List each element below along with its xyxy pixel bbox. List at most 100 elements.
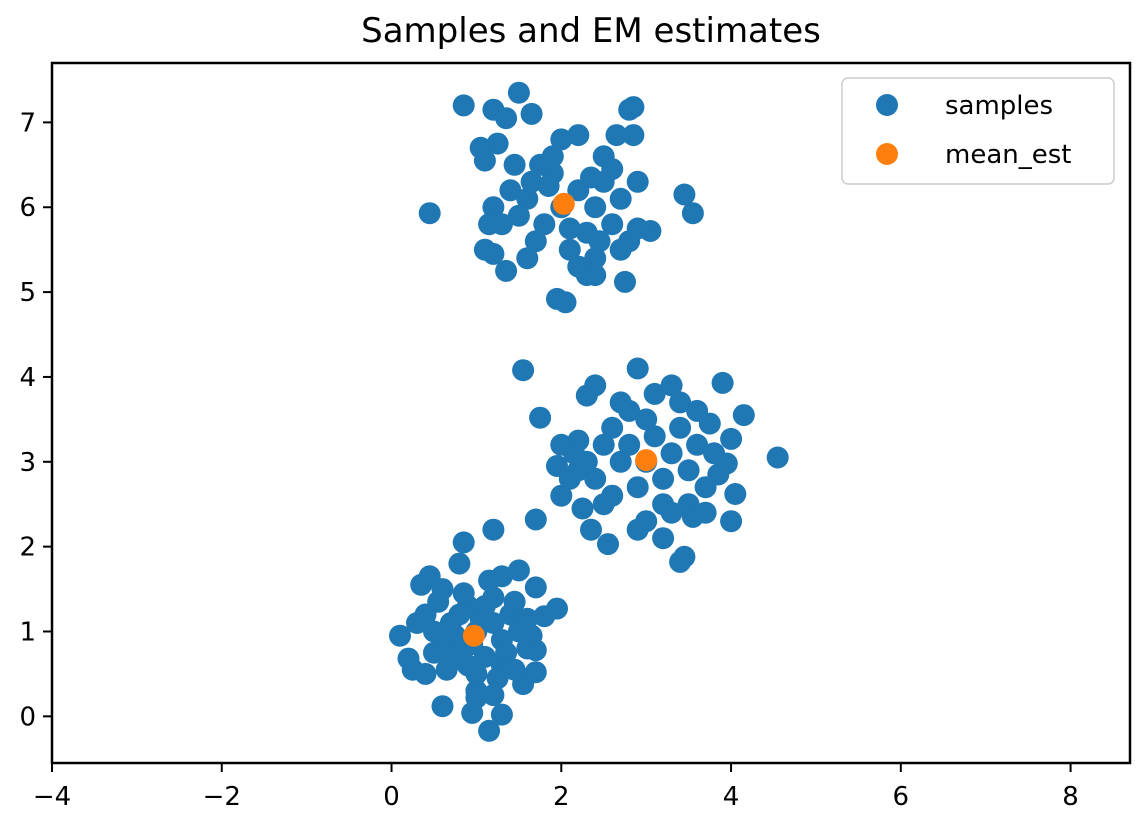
point-samples — [609, 187, 632, 210]
point-samples — [584, 196, 607, 219]
point-samples — [554, 291, 577, 314]
point-samples — [558, 238, 581, 261]
point-samples — [558, 467, 581, 490]
point-samples — [478, 213, 501, 236]
point-samples — [626, 217, 649, 240]
point-samples — [456, 654, 479, 677]
point-samples — [601, 158, 624, 181]
point-samples — [592, 493, 615, 516]
legend-marker-samples — [876, 94, 898, 116]
point-samples — [478, 719, 501, 742]
point-samples — [584, 264, 607, 287]
y-tick-label: 0 — [19, 702, 36, 732]
point-samples — [423, 620, 445, 643]
point-samples — [414, 662, 437, 685]
point-samples — [482, 684, 505, 707]
point-samples — [580, 518, 602, 541]
point-samples — [524, 230, 547, 253]
point-samples — [524, 576, 547, 599]
point-samples — [766, 446, 789, 469]
point-samples — [503, 658, 526, 681]
point-samples — [601, 213, 624, 236]
point-samples — [694, 501, 717, 524]
point-samples — [626, 170, 649, 193]
point-samples — [652, 527, 675, 550]
point-samples — [584, 247, 607, 270]
y-tick-label: 4 — [19, 363, 36, 393]
point-samples — [571, 497, 594, 520]
point-samples — [605, 124, 628, 147]
point-samples — [558, 217, 581, 240]
point-samples — [512, 359, 535, 382]
point-samples — [520, 170, 543, 193]
y-tick-label: 2 — [19, 533, 36, 563]
point-samples — [567, 124, 590, 147]
point-samples — [635, 408, 658, 431]
point-samples — [609, 450, 632, 473]
point-samples — [575, 384, 598, 407]
point-samples — [681, 202, 704, 225]
point-samples — [533, 605, 556, 628]
point-samples — [516, 247, 539, 270]
point-samples — [698, 412, 721, 435]
point-samples — [495, 641, 518, 664]
y-tick-label: 1 — [19, 617, 36, 647]
point-samples — [431, 578, 454, 601]
y-tick-label: 6 — [19, 193, 36, 223]
x-tick-label: 0 — [383, 782, 400, 812]
point-samples — [529, 406, 552, 429]
point-samples — [720, 510, 743, 533]
point-samples — [469, 607, 492, 630]
point-samples — [643, 425, 666, 448]
point-samples — [503, 153, 526, 176]
point-samples — [482, 242, 505, 265]
point-samples — [490, 703, 513, 726]
point-samples — [592, 433, 615, 456]
point-samples — [507, 204, 530, 227]
point-samples — [686, 433, 709, 456]
legend: samples mean_est — [841, 77, 1115, 185]
point-samples — [622, 96, 645, 119]
point-samples — [452, 582, 475, 605]
point-samples — [732, 404, 755, 427]
y-tick-label: 3 — [19, 448, 36, 478]
point-samples — [626, 518, 649, 541]
point-samples — [499, 179, 522, 202]
point-samples — [707, 463, 730, 486]
chart-title: Samples and EM estimates — [361, 11, 821, 51]
point-samples — [507, 81, 530, 104]
point-samples — [614, 270, 636, 293]
point-samples — [584, 467, 607, 490]
point-samples — [720, 427, 743, 450]
point-samples — [609, 391, 632, 414]
point-samples — [448, 552, 471, 575]
point-samples — [529, 153, 552, 176]
point-samples — [660, 374, 683, 397]
point-mean-est — [552, 192, 575, 215]
point-samples — [626, 476, 649, 499]
x-tick-label: 8 — [1062, 782, 1079, 812]
point-samples — [516, 607, 539, 630]
point-samples — [711, 371, 734, 394]
point-samples — [669, 416, 692, 439]
x-tick-label: −4 — [33, 782, 71, 812]
legend-label-samples: samples — [945, 91, 1053, 121]
point-samples — [669, 550, 692, 573]
point-mean-est — [635, 449, 658, 472]
x-tick-label: −2 — [203, 782, 241, 812]
point-samples — [669, 391, 692, 414]
plot-points — [389, 81, 789, 742]
point-samples — [622, 124, 645, 147]
point-samples — [601, 416, 624, 439]
point-samples — [444, 624, 467, 647]
point-samples — [609, 238, 632, 261]
point-samples — [533, 213, 556, 236]
point-samples — [524, 508, 547, 531]
point-samples — [643, 382, 666, 405]
point-samples — [495, 259, 518, 282]
point-samples — [660, 442, 683, 465]
point-samples — [448, 603, 471, 626]
x-tick-label: 6 — [893, 782, 910, 812]
point-samples — [550, 128, 573, 151]
